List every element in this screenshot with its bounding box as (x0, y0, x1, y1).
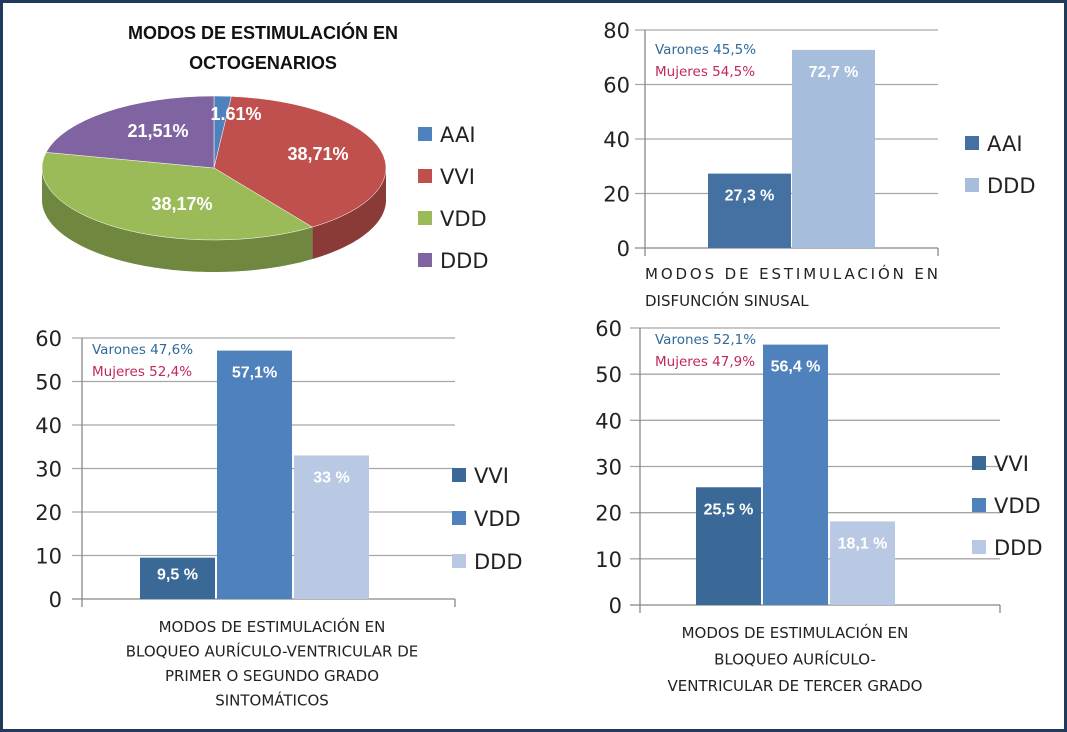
y-tick-label: 10 (35, 545, 62, 569)
chart-title: OCTOGENARIOS (189, 53, 337, 73)
bar-data-label: 9,5 % (157, 567, 198, 584)
legend-swatch-ddd (965, 178, 979, 192)
bar-vdd (217, 350, 292, 599)
bar-data-label: 27,3 % (725, 188, 775, 205)
chart-caption: MODOS DE ESTIMULACIÓN EN (159, 617, 386, 636)
chart-caption: SINTOMÁTICOS (215, 691, 329, 710)
pie-data-label: 1.61% (210, 104, 261, 124)
legend-swatch-vvi (972, 456, 986, 470)
bar-aai (708, 173, 791, 248)
legend-label: DDD (440, 249, 489, 273)
y-tick-label: 40 (35, 414, 62, 438)
legend-swatch-vvi (452, 468, 466, 482)
legend-swatch-ddd (972, 540, 986, 554)
note-varones: Varones 45,5% (655, 42, 756, 58)
legend-label: VVI (994, 452, 1029, 476)
chart-caption: BLOQUEO AURÍCULO- (714, 650, 876, 669)
note-mujeres: Mujeres 47,9% (655, 354, 755, 370)
legend-swatch-ddd (452, 554, 466, 568)
y-tick-label: 10 (595, 548, 622, 572)
pie-slice-side-vdd (42, 168, 313, 272)
chart-caption: MODOS DE ESTIMULACIÓN EN (682, 623, 909, 642)
legend-label: DDD (994, 536, 1043, 560)
legend-label: DDD (987, 174, 1036, 198)
legend-swatch-vvi (418, 169, 432, 183)
pie-slice-side-vvi (312, 168, 386, 260)
bar-data-label: 25,5 % (704, 501, 754, 518)
legend-label: VVI (440, 165, 475, 189)
bar-ddd (294, 455, 369, 599)
y-tick-label: 60 (603, 74, 630, 98)
chart-caption: BLOQUEO AURÍCULO-VENTRICULAR DE (126, 642, 418, 661)
y-tick-label: 20 (35, 501, 62, 525)
y-tick-label: 20 (603, 183, 630, 207)
y-tick-label: 50 (35, 371, 62, 395)
bar-ddd (792, 49, 875, 248)
chart-caption: DISFUNCIÓN SINUSAL (645, 291, 809, 310)
bar-vvi (696, 487, 761, 605)
pie-data-label: 38,17% (151, 194, 212, 214)
note-mujeres: Mujeres 54,5% (655, 64, 755, 80)
legend-swatch-ddd (418, 253, 432, 267)
legend-swatch-vdd (972, 498, 986, 512)
bar-data-label: 33 % (313, 469, 349, 486)
legend-label: VDD (474, 507, 521, 531)
bar-data-label: 18,1 % (838, 535, 888, 552)
legend-swatch-aai (418, 127, 432, 141)
pie-data-label: 21,51% (127, 121, 188, 141)
note-varones: Varones 52,1% (655, 332, 756, 348)
chart-caption: PRIMER O SEGUNDO GRADO (165, 667, 379, 685)
legend-label: VVI (474, 464, 509, 488)
y-tick-label: 50 (595, 363, 622, 387)
legend-swatch-vdd (452, 511, 466, 525)
y-tick-label: 0 (617, 237, 630, 261)
y-tick-label: 30 (595, 456, 622, 480)
legend-label: AAI (440, 123, 476, 147)
bar-data-label: 57,1% (232, 365, 277, 382)
bar-data-label: 56,4 % (771, 359, 821, 376)
bar-chart-1: 0 20 40 60 80 27,3 % AAI 72,7 % DDD Varones 45,5%… (603, 19, 1035, 310)
y-tick-label: 20 (595, 502, 622, 526)
y-tick-label: 0 (609, 594, 622, 618)
pie-slice-vvi (213, 96, 387, 228)
y-tick-label: 30 (35, 458, 62, 482)
legend-label: VDD (994, 494, 1041, 518)
y-tick-label: 80 (603, 19, 630, 43)
bar-data-label: 72,7 % (809, 64, 859, 81)
legend-swatch-vdd (418, 211, 432, 225)
bar-vvi (140, 557, 215, 599)
legend-label: VDD (440, 207, 487, 231)
pie-chart: MODOS DE ESTIMULACIÓN EN OCTOGENARIOS 1.61… (41, 22, 489, 273)
pie-data-label: 38,71% (287, 144, 348, 164)
y-tick-label: 40 (595, 409, 622, 433)
y-tick-label: 0 (49, 588, 62, 612)
bar-chart-2: 0 10 20 30 40 50 60 9,5 % VVI 57,1% VDD 33 % DDD Varo… (35, 327, 522, 710)
legend-label: AAI (987, 132, 1023, 156)
pie-slice-ddd (45, 95, 215, 169)
chart-title: MODOS DE ESTIMULACIÓN EN (128, 22, 398, 43)
chart-caption: MODOS DE ESTIMULACIÓN EN (645, 264, 938, 283)
note-varones: Varones 47,6% (92, 342, 193, 358)
y-tick-label: 60 (595, 317, 622, 341)
bar-vdd (763, 344, 828, 605)
pie-slice-vdd (41, 152, 313, 241)
legend-label: DDD (474, 550, 523, 574)
chart-caption: VENTRICULAR DE TERCER GRADO (668, 677, 923, 695)
note-mujeres: Mujeres 52,4% (92, 364, 192, 380)
y-tick-label: 40 (603, 128, 630, 152)
legend-swatch-aai (965, 136, 979, 150)
bar-ddd (830, 521, 895, 605)
y-tick-label: 60 (35, 327, 62, 351)
bar-chart-3: 0 10 20 30 40 50 60 25,5 % VVI 56,4 % VDD 18,1 % DDD… (595, 317, 1042, 695)
